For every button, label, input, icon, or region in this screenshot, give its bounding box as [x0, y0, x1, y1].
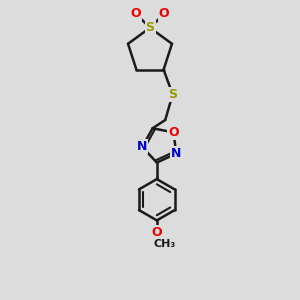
Text: S: S [168, 88, 177, 101]
Text: O: O [131, 7, 141, 20]
Text: S: S [146, 21, 154, 34]
Text: O: O [152, 226, 162, 239]
Text: N: N [137, 140, 147, 154]
Text: O: O [159, 7, 169, 20]
Text: O: O [168, 126, 179, 139]
Text: CH₃: CH₃ [154, 239, 176, 249]
Text: N: N [171, 147, 181, 160]
